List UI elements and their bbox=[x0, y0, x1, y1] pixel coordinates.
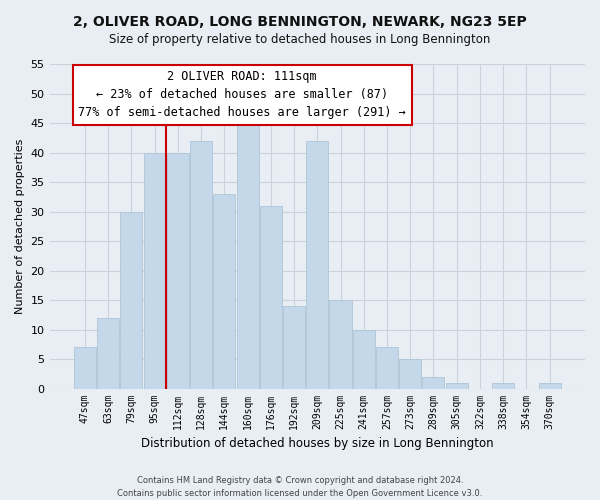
Y-axis label: Number of detached properties: Number of detached properties bbox=[15, 138, 25, 314]
Bar bbox=[74, 347, 96, 389]
Bar bbox=[539, 382, 560, 388]
Bar bbox=[190, 140, 212, 388]
Bar bbox=[236, 117, 259, 388]
Bar bbox=[492, 382, 514, 388]
Text: 2, OLIVER ROAD, LONG BENNINGTON, NEWARK, NG23 5EP: 2, OLIVER ROAD, LONG BENNINGTON, NEWARK,… bbox=[73, 15, 527, 29]
Text: Size of property relative to detached houses in Long Bennington: Size of property relative to detached ho… bbox=[109, 32, 491, 46]
Bar bbox=[167, 152, 189, 388]
Bar bbox=[143, 152, 166, 388]
Text: 2 OLIVER ROAD: 111sqm
← 23% of detached houses are smaller (87)
77% of semi-deta: 2 OLIVER ROAD: 111sqm ← 23% of detached … bbox=[79, 70, 406, 120]
Bar bbox=[283, 306, 305, 388]
Bar bbox=[97, 318, 119, 388]
Bar bbox=[376, 347, 398, 389]
Bar bbox=[260, 206, 282, 388]
X-axis label: Distribution of detached houses by size in Long Bennington: Distribution of detached houses by size … bbox=[141, 437, 494, 450]
Bar bbox=[399, 359, 421, 388]
Bar bbox=[353, 330, 375, 388]
Bar bbox=[329, 300, 352, 388]
Text: Contains HM Land Registry data © Crown copyright and database right 2024.
Contai: Contains HM Land Registry data © Crown c… bbox=[118, 476, 482, 498]
Bar bbox=[446, 382, 468, 388]
Bar bbox=[422, 377, 445, 388]
Bar bbox=[213, 194, 235, 388]
Bar bbox=[121, 212, 142, 388]
Bar bbox=[306, 140, 328, 388]
